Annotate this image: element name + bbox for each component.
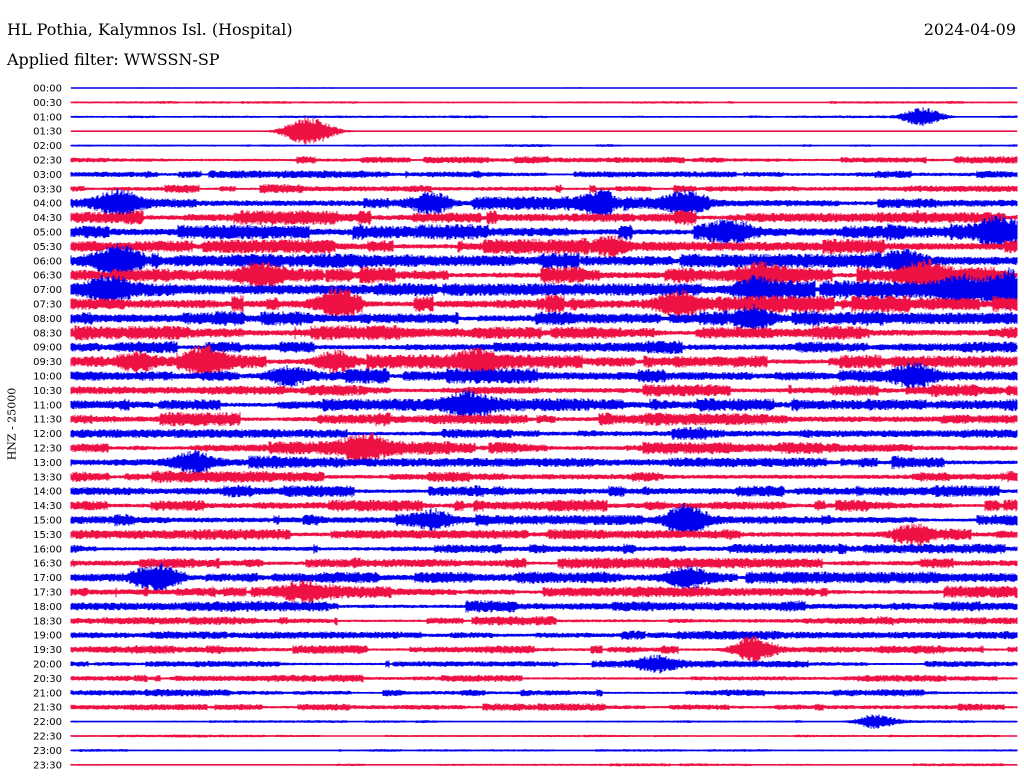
row-time-label: 22:30 <box>33 732 62 743</box>
row-time-label: 18:00 <box>33 602 62 613</box>
row-time-label: 13:30 <box>33 472 62 483</box>
row-time-label: 10:30 <box>33 386 62 397</box>
row-time-label: 12:30 <box>33 444 62 455</box>
row-time-label: 11:30 <box>33 415 62 426</box>
row-time-label: 20:30 <box>33 674 62 685</box>
row-time-label: 23:00 <box>33 746 62 757</box>
row-time-label: 13:00 <box>33 458 62 469</box>
row-time-label: 14:30 <box>33 501 62 512</box>
row-time-label: 05:30 <box>33 242 62 253</box>
filter-label: Applied filter: WWSSN-SP <box>7 50 220 69</box>
row-time-label: 05:00 <box>33 228 62 239</box>
row-time-label: 15:00 <box>33 516 62 527</box>
row-time-label: 07:30 <box>33 300 62 311</box>
row-time-label: 09:30 <box>33 357 62 368</box>
row-time-label: 19:30 <box>33 645 62 656</box>
row-time-label: 03:30 <box>33 184 62 195</box>
row-time-label: 09:00 <box>33 343 62 354</box>
row-time-label: 08:30 <box>33 328 62 339</box>
row-time-label: 17:00 <box>33 573 62 584</box>
row-time-label: 16:00 <box>33 544 62 555</box>
row-time-label: 04:00 <box>33 199 62 210</box>
record-date: 2024-04-09 <box>923 20 1016 39</box>
row-time-label: 22:00 <box>33 717 62 728</box>
row-time-label: 11:00 <box>33 400 62 411</box>
row-time-label: 21:30 <box>33 703 62 714</box>
station-title: HL Pothia, Kalymnos Isl. (Hospital) <box>7 20 293 39</box>
row-time-label: 23:30 <box>33 760 62 771</box>
row-time-label: 06:30 <box>33 271 62 282</box>
row-time-label: 08:00 <box>33 314 62 325</box>
row-time-label: 20:00 <box>33 660 62 671</box>
row-time-label: 02:00 <box>33 141 62 152</box>
row-time-label: 01:30 <box>33 127 62 138</box>
row-time-label: 01:00 <box>33 112 62 123</box>
row-time-label: 15:30 <box>33 530 62 541</box>
row-time-label: 14:00 <box>33 487 62 498</box>
row-time-label: 04:30 <box>33 213 62 224</box>
row-time-label: 12:00 <box>33 429 62 440</box>
row-time-label: 00:00 <box>33 84 62 95</box>
row-time-label: 06:00 <box>33 256 62 267</box>
row-time-label: 18:30 <box>33 616 62 627</box>
row-time-label: 16:30 <box>33 559 62 570</box>
row-time-label: 19:00 <box>33 631 62 642</box>
row-time-label: 07:00 <box>33 285 62 296</box>
row-time-label: 10:00 <box>33 372 62 383</box>
row-time-label: 17:30 <box>33 588 62 599</box>
row-time-label: 00:30 <box>33 98 62 109</box>
row-time-label: 21:00 <box>33 688 62 699</box>
row-time-label: 02:30 <box>33 156 62 167</box>
row-time-label: 03:00 <box>33 170 62 181</box>
